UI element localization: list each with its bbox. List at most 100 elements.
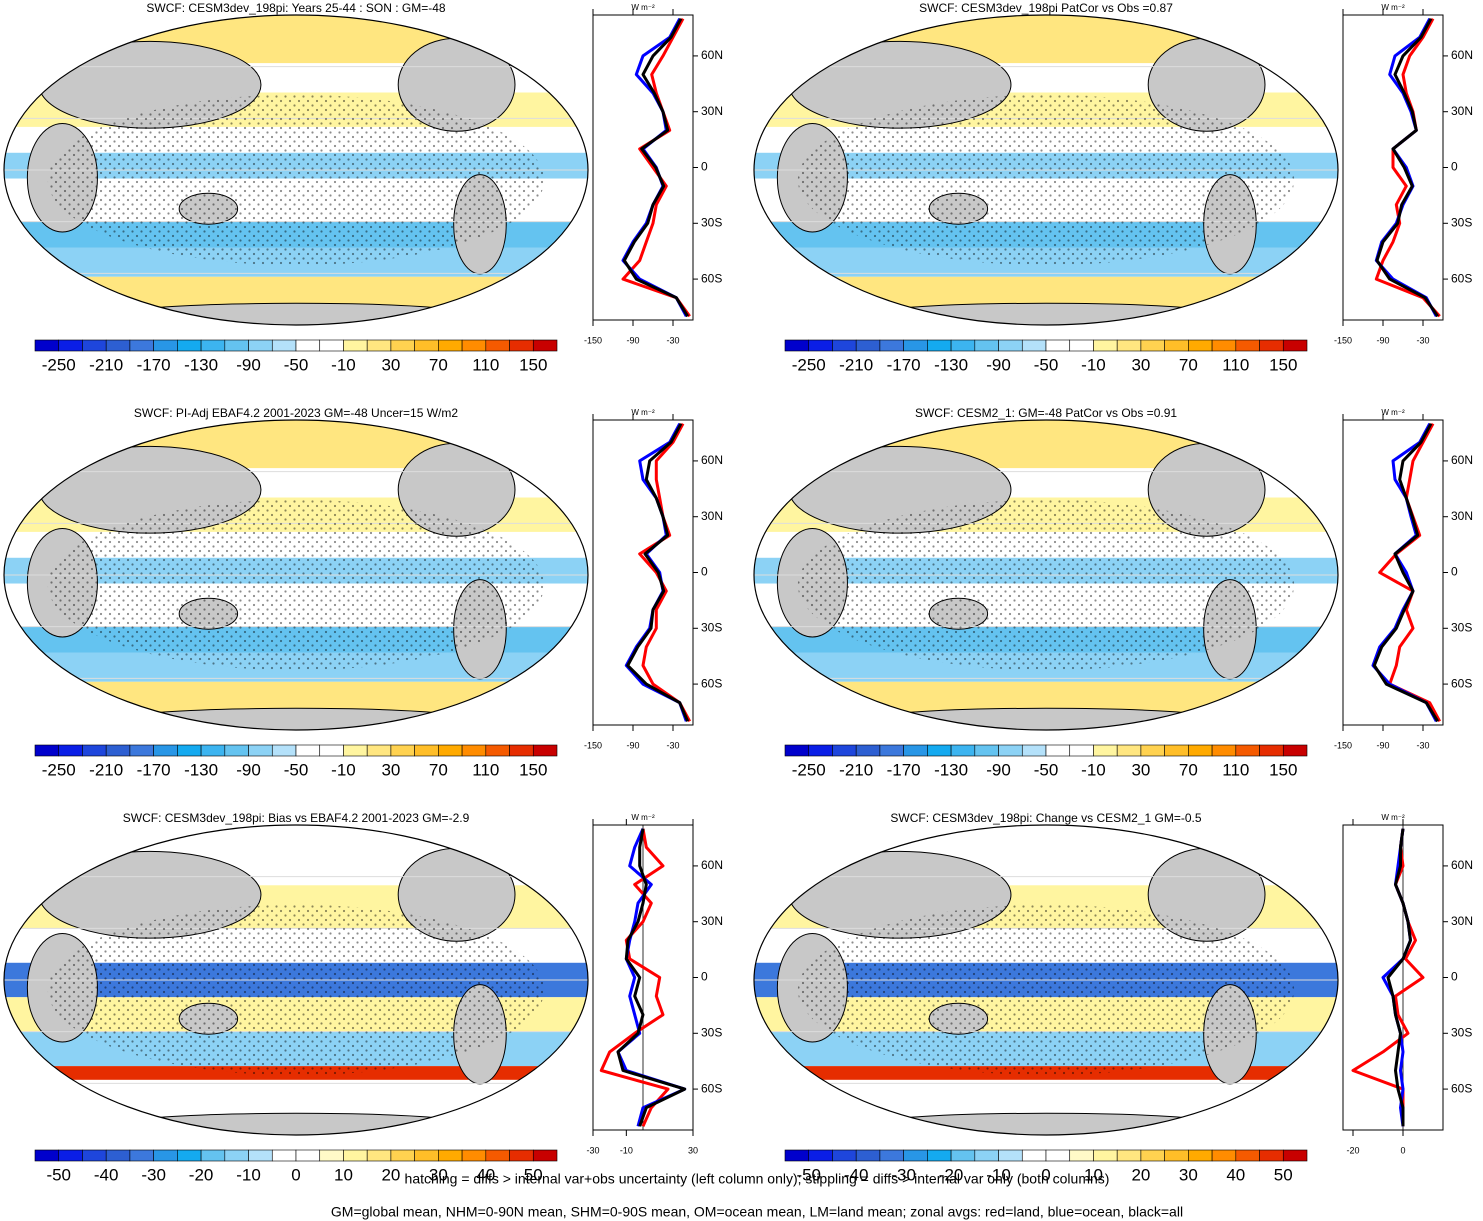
colorbar-tick-label: -20	[939, 1165, 964, 1184]
colorbar-segment	[153, 339, 178, 352]
colorbar-segment	[1045, 744, 1071, 757]
colorbar-tick-label: -50	[1034, 760, 1059, 779]
colorbar-segment	[1164, 339, 1189, 352]
colorbar-segment	[927, 339, 952, 352]
colorbar-segment	[343, 744, 368, 757]
colorbar-segment	[129, 339, 154, 352]
x-tick-label: 30	[688, 1145, 698, 1155]
y-tick-label: 0	[1451, 160, 1458, 174]
colorbar-segment	[177, 1149, 202, 1162]
colorbar-segment	[82, 339, 107, 352]
colorbar-segment	[1282, 339, 1308, 352]
colorbar-segment	[1140, 744, 1165, 757]
map-outline	[3, 824, 589, 1136]
colorbar-segment	[82, 1149, 107, 1162]
colorbar-segment	[532, 339, 558, 352]
colorbar-segment	[366, 744, 392, 757]
colorbar-tick-label: -90	[236, 355, 261, 374]
colorbar-segment	[1045, 339, 1071, 352]
x-tick-label: -30	[1416, 740, 1429, 750]
colorbar-segment	[271, 744, 297, 757]
y-tick-label: 60N	[701, 48, 723, 62]
colorbar-segment	[1188, 339, 1213, 352]
colorbar-tick-label: -50	[284, 355, 309, 374]
colorbar-tick-label: -90	[986, 355, 1011, 374]
y-tick-label: 60S	[1451, 271, 1472, 285]
colorbar-segment	[461, 1149, 487, 1162]
zonal-line	[622, 17, 689, 318]
map-band	[4, 420, 588, 469]
colorbar-segment	[832, 744, 857, 757]
y-tick-label: 30N	[1451, 914, 1473, 928]
colorbar-tick-label: 30	[381, 355, 400, 374]
colorbar-segment	[414, 744, 439, 757]
colorbar-segment	[855, 744, 881, 757]
y-tick-label: 30S	[701, 215, 722, 229]
colorbar-segment	[105, 744, 131, 757]
map-title: SWCF: CESM2_1: GM=-48 PatCor vs Obs =0.9…	[915, 406, 1177, 420]
map-body	[754, 825, 1338, 1135]
colorbar-tick-label: 70	[1179, 760, 1198, 779]
colorbar-segment	[414, 1149, 439, 1162]
colorbar-tick-label: 110	[472, 760, 499, 779]
colorbar-tick-label: -50	[284, 760, 309, 779]
colorbar-tick-label: 110	[1222, 760, 1249, 779]
y-tick-label: 60S	[1451, 676, 1472, 690]
y-tick-label: 60N	[701, 453, 723, 467]
x-tick-label: -30	[666, 335, 679, 345]
colorbar-segment	[950, 744, 976, 757]
map-outline	[3, 419, 589, 731]
colorbar-tick-label: -210	[89, 760, 123, 779]
colorbar-segment	[1164, 1149, 1189, 1162]
colorbar-segment	[390, 744, 415, 757]
x-axis-label: W m⁻²	[1381, 408, 1405, 417]
x-tick-label: -150	[1334, 740, 1352, 750]
colorbar-segment	[998, 744, 1023, 757]
colorbar-tick-label: -250	[42, 760, 76, 779]
colorbar-segment	[34, 1149, 60, 1162]
colorbar-segment	[485, 339, 510, 352]
colorbar-tick-label: -50	[796, 1165, 821, 1184]
colorbar-segment	[1259, 744, 1284, 757]
colorbar-tick-label: -210	[839, 760, 873, 779]
y-tick-label: 0	[1451, 565, 1458, 579]
colorbar-segment	[1116, 1149, 1142, 1162]
colorbar-segment	[808, 339, 833, 352]
y-tick-label: 30N	[1451, 509, 1473, 523]
colorbar-tick-label: -130	[934, 760, 968, 779]
colorbar-tick-label: 150	[519, 355, 547, 374]
x-tick-label: -150	[584, 335, 602, 345]
colorbar-segment	[34, 339, 60, 352]
y-tick-label: 60S	[701, 1081, 722, 1095]
colorbar-tick-label: 50	[524, 1165, 543, 1184]
zonal-line	[1378, 422, 1442, 723]
colorbar-segment	[295, 339, 321, 352]
colorbar-segment	[319, 339, 344, 352]
colorbar-tick-label: -30	[141, 1165, 166, 1184]
colorbar-segment	[808, 1149, 833, 1162]
colorbar-segment	[82, 744, 107, 757]
y-tick-label: 30N	[701, 509, 723, 523]
colorbar-segment	[950, 1149, 976, 1162]
x-tick-label: -150	[1334, 335, 1352, 345]
colorbar-tick-label: -10	[1081, 760, 1106, 779]
map-body	[754, 420, 1338, 730]
y-tick-label: 60N	[1451, 453, 1473, 467]
colorbar-segment	[105, 339, 131, 352]
colorbar-tick-label: -30	[891, 1165, 916, 1184]
colorbar-segment	[414, 339, 439, 352]
colorbar-segment	[974, 744, 999, 757]
colorbar-tick-label: 20	[1131, 1165, 1150, 1184]
y-tick-label: 0	[701, 970, 708, 984]
zonal-line	[1372, 422, 1439, 723]
colorbar-tick-label: -50	[1034, 355, 1059, 374]
map-band	[754, 15, 1338, 64]
map-outline	[753, 824, 1339, 1136]
colorbar-segment	[903, 1149, 928, 1162]
x-tick-label: -90	[1376, 740, 1389, 750]
colorbar-tick-label: -10	[331, 355, 356, 374]
colorbar-segment	[366, 339, 392, 352]
x-tick-label: 0	[1400, 1145, 1405, 1155]
colorbar-segment	[974, 1149, 999, 1162]
